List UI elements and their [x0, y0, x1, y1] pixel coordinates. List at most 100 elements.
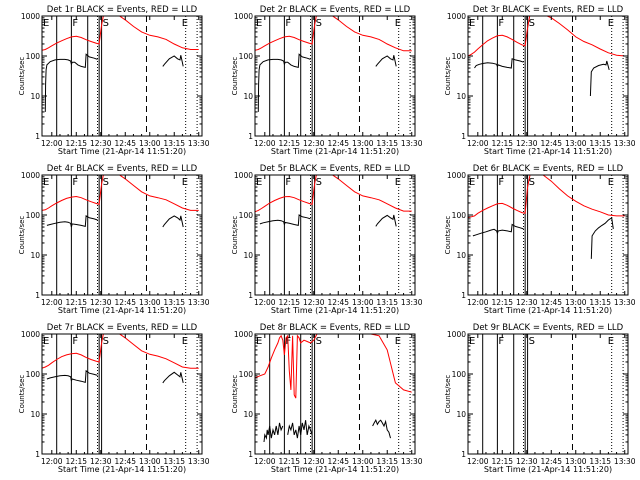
lld-series-line — [468, 175, 625, 219]
x-tick-label: 13:00 — [565, 457, 587, 466]
time-markers — [56, 175, 198, 295]
x-tick-label: 12:30 — [516, 457, 538, 466]
plot-frame — [41, 174, 203, 296]
panel-det-2r: Det 2r BLACK = Events, RED = LLD E F S E 12:0… — [231, 5, 423, 156]
time-markers — [56, 16, 198, 136]
x-tick-label: 12:15 — [65, 139, 87, 148]
y-tick-label: 100 — [452, 370, 467, 379]
marker-label: E — [469, 336, 475, 347]
y-tick-label: 1000 — [447, 12, 466, 21]
y-tick-label: 10 — [30, 410, 40, 419]
panel-det-4r: Det 4r BLACK = Events, RED = LLD E F S E 12:0… — [18, 164, 210, 315]
time-markers — [56, 334, 198, 454]
marker-label: E — [43, 336, 49, 347]
x-tick-label: 13:15 — [163, 139, 185, 148]
marker-label: E — [256, 177, 262, 188]
marker-label: F — [285, 18, 291, 29]
x-tick-label: 12:45 — [114, 457, 136, 466]
y-tick-label: 1000 — [21, 171, 40, 180]
marker-label: F — [72, 177, 78, 188]
y-tick-label: 10 — [30, 92, 40, 101]
y-tick-label: 1 — [248, 450, 253, 459]
y-axis-label: Counts/sec — [231, 216, 239, 255]
panel-title: Det 1r BLACK = Events, RED = LLD — [47, 5, 198, 15]
x-tick-label: 12:30 — [90, 457, 112, 466]
y-tick-label: 100 — [239, 370, 254, 379]
x-axis-label: Start Time (21-Apr-14 11:51:20) — [58, 147, 186, 156]
x-tick-label: 12:30 — [303, 139, 325, 148]
series-group — [468, 16, 625, 97]
lld-series-line — [42, 334, 199, 369]
y-tick-label: 1000 — [447, 171, 466, 180]
marker-label: S — [529, 336, 535, 347]
y-tick-label: 100 — [239, 52, 254, 61]
plot-frame — [254, 174, 416, 296]
x-tick-label: 12:00 — [41, 139, 63, 148]
x-tick-label: 13:00 — [565, 139, 587, 148]
x-tick-label: 12:45 — [540, 457, 562, 466]
time-markers — [269, 175, 411, 295]
marker-label: E — [469, 177, 475, 188]
events-series-line — [162, 371, 184, 384]
x-tick-label: 13:00 — [139, 139, 161, 148]
panel-title: Det 8r BLACK = Events, RED = LLD — [260, 323, 411, 333]
x-tick-label: 12:00 — [254, 298, 276, 307]
lld-series-line — [42, 175, 199, 211]
y-tick-label: 1000 — [21, 12, 40, 21]
x-tick-label: 13:15 — [163, 457, 185, 466]
panel-det-1r: Det 1r BLACK = Events, RED = LLD E F S E 12:0… — [18, 5, 210, 156]
y-tick-label: 100 — [26, 52, 41, 61]
marker-label: E — [182, 18, 188, 29]
x-tick-label: 12:45 — [327, 457, 349, 466]
events-series-line — [474, 58, 524, 69]
y-axis-label: Counts/sec — [444, 216, 452, 255]
x-tick-label: 12:45 — [114, 298, 136, 307]
events-series-line — [162, 215, 184, 228]
x-tick-label: 13:30 — [614, 298, 636, 307]
x-tick-label: 13:30 — [401, 139, 423, 148]
plot-frame — [41, 333, 203, 455]
panel-title: Det 6r BLACK = Events, RED = LLD — [473, 164, 624, 174]
x-tick-label: 13:15 — [589, 139, 611, 148]
y-tick-label: 10 — [456, 92, 466, 101]
time-markers — [482, 334, 624, 454]
y-tick-label: 1 — [35, 132, 40, 141]
events-series-line — [589, 60, 610, 97]
x-axis-label: Start Time (21-Apr-14 11:51:20) — [271, 465, 399, 474]
events-series-line — [590, 216, 614, 259]
marker-label: E — [256, 336, 262, 347]
series-group — [42, 334, 199, 384]
panel-title: Det 9r BLACK = Events, RED = LLD — [473, 323, 624, 333]
panel-det-7r: Det 7r BLACK = Events, RED = LLD E F S E 12:0… — [18, 323, 210, 474]
x-tick-label: 12:30 — [303, 457, 325, 466]
x-tick-label: 13:00 — [139, 457, 161, 466]
x-tick-label: 12:00 — [254, 139, 276, 148]
x-tick-label: 13:00 — [565, 298, 587, 307]
panel-title: Det 7r BLACK = Events, RED = LLD — [47, 323, 198, 333]
y-tick-label: 100 — [26, 370, 41, 379]
panel-det-6r: Det 6r BLACK = Events, RED = LLD E F S E 12:0… — [444, 164, 636, 315]
y-axis-label: Counts/sec — [444, 375, 452, 414]
lld-series-line — [255, 16, 412, 52]
x-tick-label: 12:45 — [327, 298, 349, 307]
plot-frame — [467, 174, 629, 296]
events-series-line — [46, 369, 98, 383]
y-tick-label: 10 — [243, 251, 253, 260]
x-tick-label: 12:30 — [516, 139, 538, 148]
x-tick-label: 12:00 — [467, 298, 489, 307]
y-axis-label: Counts/sec — [231, 375, 239, 414]
x-tick-label: 12:30 — [303, 298, 325, 307]
marker-label: E — [608, 177, 614, 188]
events-series-line — [46, 215, 98, 228]
x-tick-label: 12:15 — [278, 457, 300, 466]
marker-label: S — [529, 177, 535, 188]
marker-label: E — [182, 177, 188, 188]
marker-label: E — [608, 18, 614, 29]
x-tick-label: 13:30 — [614, 139, 636, 148]
time-markers — [269, 16, 411, 136]
events-series-line — [472, 223, 524, 237]
x-tick-label: 13:30 — [401, 457, 423, 466]
y-tick-label: 10 — [243, 92, 253, 101]
